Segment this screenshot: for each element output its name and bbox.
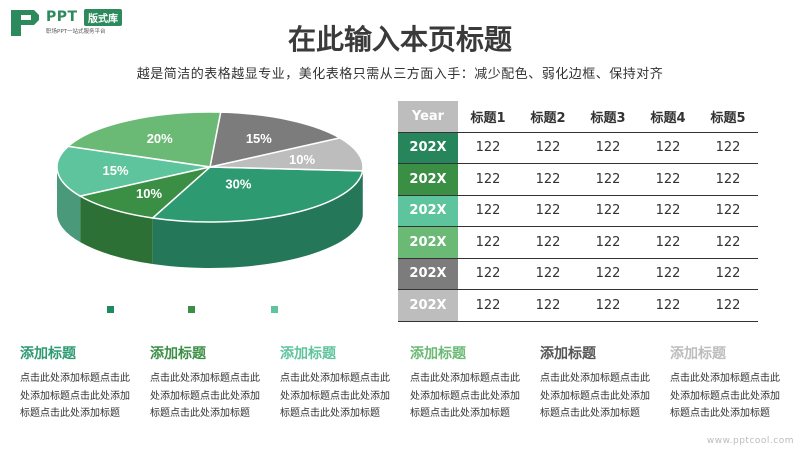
value-cell: 122 bbox=[715, 266, 741, 282]
year-cell: 202X bbox=[398, 163, 458, 195]
year-cell: 202X bbox=[398, 289, 458, 321]
card-body: 点击此处添加标题点击此处添加标题点击此处添加标题点击此处添加标题 bbox=[280, 373, 390, 419]
table-row: 202X 122 122 122 122 122 bbox=[398, 258, 758, 290]
value-cell: 122 bbox=[535, 234, 561, 250]
value-cell: 122 bbox=[595, 140, 621, 156]
pie-slice bbox=[66, 111, 222, 168]
value-cell: 122 bbox=[535, 297, 561, 313]
card-title: 添加标题 bbox=[150, 346, 206, 362]
logo-text: PPT bbox=[46, 9, 78, 25]
card-body: 点击此处添加标题点击此处添加标题点击此处添加标题点击此处添加标题 bbox=[20, 373, 130, 419]
table-header-row: Year 标题1 标题2 标题3 标题4 标题5 bbox=[398, 101, 758, 132]
logo-badge: 版式库 bbox=[84, 9, 122, 26]
legend-swatch bbox=[271, 306, 278, 313]
text-card: 添加标题点击此处添加标题点击此处添加标题点击此处添加标题点击此处添加标题 bbox=[280, 343, 395, 423]
value-cell: 122 bbox=[535, 140, 561, 156]
page-subtitle: 越是简洁的表格越显专业，美化表格只需从三方面入手：减少配色、弱化边框、保持对齐 bbox=[136, 67, 664, 82]
slice-label: 30% bbox=[225, 176, 251, 191]
card-title: 添加标题 bbox=[410, 346, 466, 362]
card-body: 点击此处添加标题点击此处添加标题点击此处添加标题点击此处添加标题 bbox=[410, 373, 520, 419]
value-cell: 122 bbox=[715, 171, 741, 187]
value-cell: 122 bbox=[535, 266, 561, 282]
value-cell: 122 bbox=[655, 203, 681, 219]
card-body: 点击此处添加标题点击此处添加标题点击此处添加标题点击此处添加标题 bbox=[670, 373, 780, 419]
pie-slice bbox=[209, 111, 342, 168]
value-cell: 122 bbox=[715, 140, 741, 156]
value-cell: 122 bbox=[595, 171, 621, 187]
value-cell: 122 bbox=[715, 234, 741, 250]
value-cell: 122 bbox=[655, 140, 681, 156]
value-cell: 122 bbox=[595, 266, 621, 282]
value-cell: 122 bbox=[655, 234, 681, 250]
table-row: 202X 122 122 122 122 122 bbox=[398, 132, 758, 164]
slice-label: 10% bbox=[289, 152, 315, 167]
year-cell: 202X bbox=[398, 195, 458, 227]
value-cell: 122 bbox=[715, 203, 741, 219]
table-row: 202X 122 122 122 122 122 bbox=[398, 226, 758, 258]
value-cell: 122 bbox=[655, 297, 681, 313]
table-row: 202X 122 122 122 122 122 bbox=[398, 195, 758, 227]
value-cell: 122 bbox=[655, 266, 681, 282]
value-cell: 122 bbox=[715, 297, 741, 313]
legend-swatch bbox=[188, 306, 195, 313]
legend-item bbox=[188, 306, 195, 313]
text-card: 添加标题点击此处添加标题点击此处添加标题点击此处添加标题点击此处添加标题 bbox=[670, 343, 785, 423]
value-cell: 122 bbox=[655, 171, 681, 187]
pie-slice-side bbox=[57, 167, 81, 243]
pie-chart: 30% 10% 15% 20% 15% 10% bbox=[56, 111, 364, 268]
card-body: 点击此处添加标题点击此处添加标题点击此处添加标题点击此处添加标题 bbox=[540, 373, 650, 419]
brand-logo: PPT 版式库 职场PPT一站式服务平台 bbox=[8, 8, 138, 38]
value-cell: 122 bbox=[475, 234, 501, 250]
pie-slice-side bbox=[80, 196, 153, 264]
legend-item bbox=[107, 306, 114, 313]
watermark: www.pptcool.com bbox=[706, 436, 794, 446]
card-title: 添加标题 bbox=[670, 346, 726, 362]
pie-slice bbox=[78, 165, 213, 219]
value-cell: 122 bbox=[535, 171, 561, 187]
value-cell: 122 bbox=[475, 203, 501, 219]
logo-subtitle: 职场PPT一站式服务平台 bbox=[46, 29, 106, 35]
table-row: 202X 122 122 122 122 122 bbox=[398, 289, 758, 321]
value-cell: 122 bbox=[475, 297, 501, 313]
column-header: 标题4 bbox=[650, 110, 686, 126]
value-cell: 122 bbox=[595, 297, 621, 313]
card-title: 添加标题 bbox=[20, 346, 76, 362]
card-title: 添加标题 bbox=[540, 346, 596, 362]
year-cell: 202X bbox=[398, 132, 458, 164]
value-cell: 122 bbox=[535, 203, 561, 219]
value-cell: 122 bbox=[595, 203, 621, 219]
pie-slice bbox=[150, 166, 364, 223]
value-cell: 122 bbox=[475, 171, 501, 187]
text-card: 添加标题点击此处添加标题点击此处添加标题点击此处添加标题点击此处添加标题 bbox=[540, 343, 655, 423]
text-card: 添加标题点击此处添加标题点击此处添加标题点击此处添加标题点击此处添加标题 bbox=[20, 343, 135, 423]
year-cell: 202X bbox=[398, 226, 458, 258]
data-table: Year 标题1 标题2 标题3 标题4 标题5 202X 122 122 122 122 122… bbox=[398, 101, 758, 322]
value-cell: 122 bbox=[595, 234, 621, 250]
legend-swatch bbox=[107, 306, 114, 313]
column-header: 标题3 bbox=[590, 110, 626, 126]
table-row: 202X 122 122 122 122 122 bbox=[398, 163, 758, 195]
slice-label: 20% bbox=[147, 131, 173, 146]
value-cell: 122 bbox=[475, 266, 501, 282]
slice-label: 15% bbox=[102, 163, 128, 178]
legend-item bbox=[271, 306, 278, 313]
column-header: 标题2 bbox=[530, 110, 566, 126]
column-header: 标题1 bbox=[470, 110, 506, 126]
text-card: 添加标题点击此处添加标题点击此处添加标题点击此处添加标题点击此处添加标题 bbox=[150, 343, 265, 423]
column-header: 标题5 bbox=[710, 110, 746, 126]
logo-icon bbox=[11, 10, 39, 36]
pie-slice bbox=[56, 145, 211, 197]
slice-label: 15% bbox=[246, 131, 272, 146]
card-body: 点击此处添加标题点击此处添加标题点击此处添加标题点击此处添加标题 bbox=[150, 373, 260, 419]
value-cell: 122 bbox=[475, 140, 501, 156]
year-cell: 202X bbox=[398, 258, 458, 290]
header-year: Year bbox=[398, 101, 458, 132]
pie-slice bbox=[209, 137, 364, 172]
page-title: 在此输入本页标题 bbox=[287, 23, 512, 56]
slice-label: 10% bbox=[136, 186, 162, 201]
card-title: 添加标题 bbox=[280, 346, 336, 362]
text-card: 添加标题点击此处添加标题点击此处添加标题点击此处添加标题点击此处添加标题 bbox=[410, 343, 525, 423]
